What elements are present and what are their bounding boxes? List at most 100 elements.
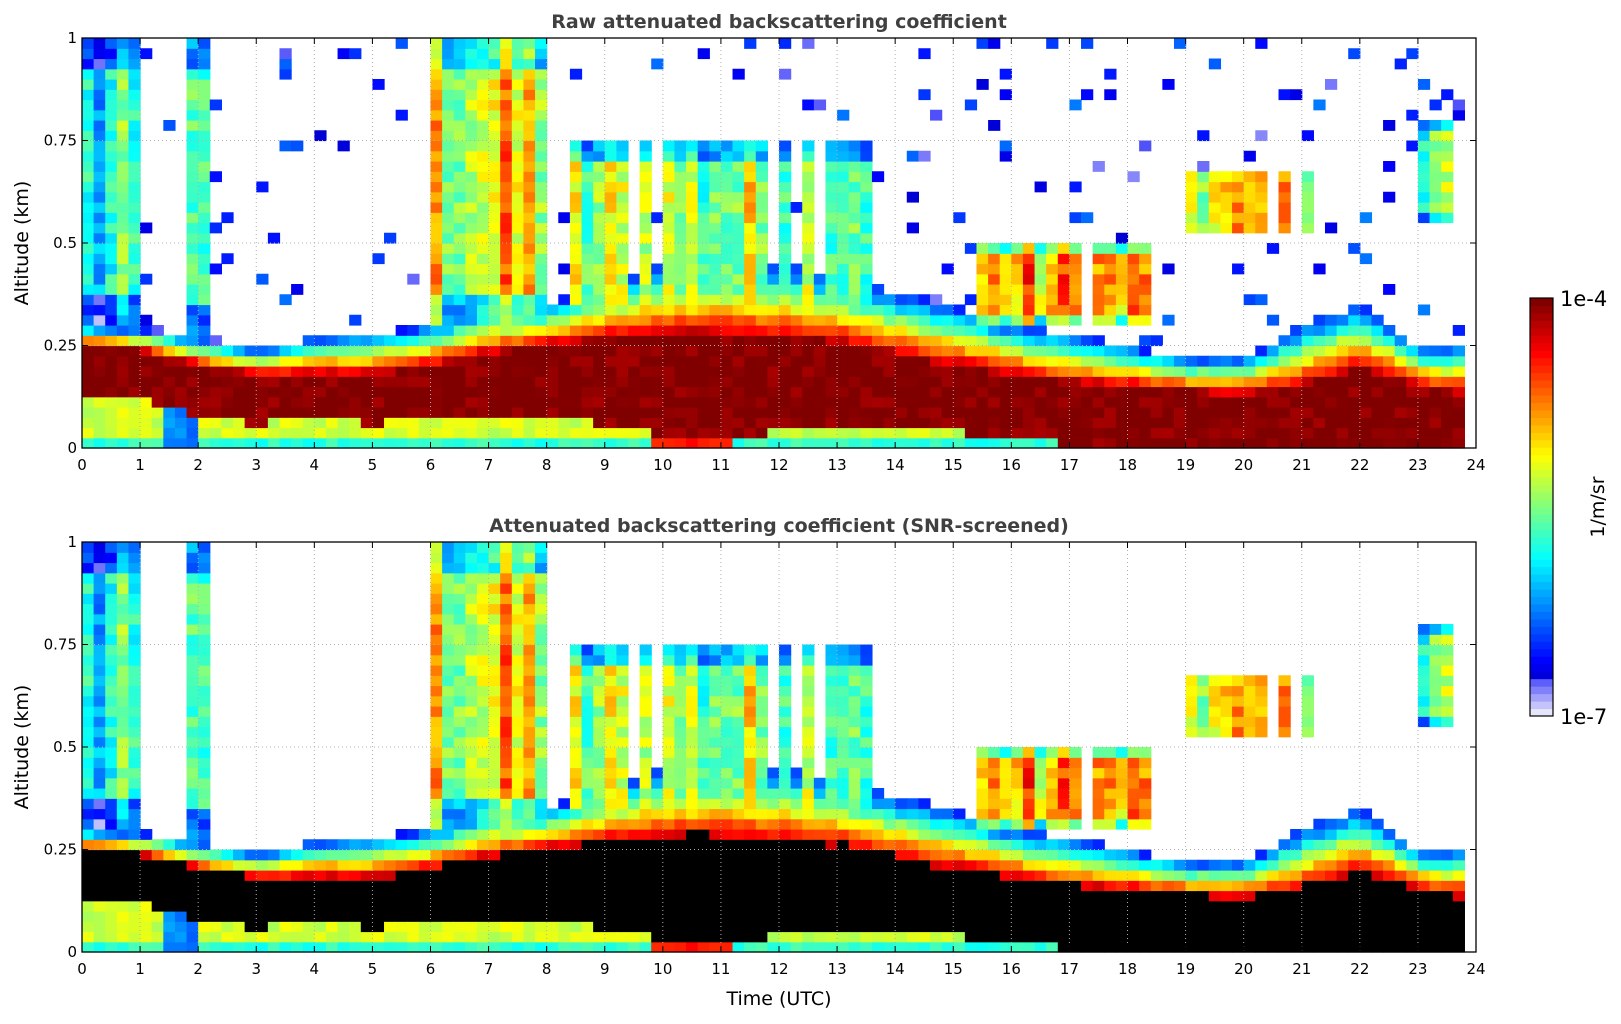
heatmap-cell [454, 253, 466, 264]
heatmap-cell [942, 346, 954, 357]
heatmap-cell [767, 438, 779, 449]
heatmap-cell [465, 778, 477, 789]
heatmap-cell [105, 686, 117, 697]
heatmap-cell [837, 274, 849, 285]
heatmap-cell [1418, 428, 1430, 439]
heatmap-cell [825, 860, 837, 871]
heatmap-cell [1023, 880, 1035, 891]
heatmap-cell [1000, 253, 1012, 264]
heatmap-cell [942, 417, 954, 428]
heatmap-cell [500, 706, 512, 717]
heatmap-cell [303, 942, 315, 953]
heatmap-cell [105, 417, 117, 428]
heatmap-cell [837, 346, 849, 357]
heatmap-cell [523, 294, 535, 305]
heatmap-cell [988, 778, 1000, 789]
heatmap-cell [733, 788, 745, 799]
heatmap-cell [1395, 387, 1407, 398]
heatmap-cell [1232, 182, 1244, 193]
heatmap-cell [82, 48, 94, 59]
heatmap-cell [756, 274, 768, 285]
heatmap-cell [570, 212, 582, 223]
heatmap-cell [1116, 356, 1128, 367]
heatmap-cell [198, 583, 210, 594]
heatmap-cell [198, 634, 210, 645]
heatmap-cell [489, 120, 501, 131]
heatmap-cell [187, 675, 199, 686]
heatmap-cell [1174, 407, 1186, 418]
heatmap-cell [94, 563, 106, 574]
heatmap-cell [663, 932, 675, 943]
heatmap-cell [1337, 346, 1349, 357]
heatmap-cell [1255, 376, 1267, 387]
heatmap-cell [338, 346, 350, 357]
heatmap-cell [1197, 932, 1209, 943]
heatmap-cell [1441, 182, 1453, 193]
heatmap-cell [825, 438, 837, 449]
heatmap-cell [1197, 438, 1209, 449]
heatmap-cell [210, 870, 222, 881]
heatmap-cell [582, 356, 594, 367]
heatmap-cell [1220, 870, 1232, 881]
heatmap-cell [640, 737, 652, 748]
heatmap-cell [221, 407, 233, 418]
heatmap-cell [837, 151, 849, 162]
heatmap-cell [953, 880, 965, 891]
heatmap-cell [709, 839, 721, 850]
heatmap-cell [465, 583, 477, 594]
heatmap-cell [1035, 880, 1047, 891]
heatmap-cell [640, 839, 652, 850]
heatmap-cell [895, 860, 907, 871]
heatmap-cell [930, 870, 942, 881]
heatmap-cell [593, 243, 605, 254]
heatmap-cell [419, 870, 431, 881]
heatmap-cell [825, 901, 837, 912]
heatmap-cell [918, 880, 930, 891]
heatmap-cell [767, 284, 779, 295]
heatmap-cell [825, 141, 837, 152]
heatmap-cell [802, 346, 814, 357]
heatmap-cell [117, 891, 129, 902]
heatmap-cell [616, 233, 628, 244]
heatmap-cell [837, 223, 849, 234]
heatmap-cell [128, 387, 140, 398]
heatmap-cell [454, 171, 466, 182]
heatmap-cell [849, 901, 861, 912]
heatmap-cell [628, 809, 640, 820]
heatmap-cell [605, 366, 617, 377]
heatmap-cell [175, 860, 187, 871]
heatmap-cell [535, 583, 547, 594]
heatmap-cell [512, 932, 524, 943]
heatmap-cell [372, 438, 384, 449]
heatmap-cell [988, 397, 1000, 408]
heatmap-cell [1383, 428, 1395, 439]
heatmap-cell [767, 387, 779, 398]
heatmap-cell [1162, 880, 1174, 891]
heatmap-cell [512, 737, 524, 748]
heatmap-cell [187, 850, 199, 861]
heatmap-cell [1081, 212, 1093, 223]
heatmap-cell [849, 264, 861, 275]
heatmap-cell [709, 376, 721, 387]
heatmap-cell [523, 563, 535, 574]
heatmap-cell [791, 305, 803, 316]
heatmap-cell [791, 819, 803, 830]
heatmap-cell [361, 417, 373, 428]
heatmap-cell [988, 346, 1000, 357]
heatmap-cell [314, 860, 326, 871]
heatmap-cell [1418, 120, 1430, 131]
heatmap-cell [744, 376, 756, 387]
heatmap-cell [105, 141, 117, 152]
heatmap-cell [709, 274, 721, 285]
heatmap-cell [210, 407, 222, 418]
heatmap-cell [1000, 819, 1012, 830]
heatmap-cell [709, 438, 721, 449]
heatmap-cell [976, 315, 988, 326]
heatmap-cell [1000, 417, 1012, 428]
heatmap-cell [82, 686, 94, 697]
heatmap-cell [976, 880, 988, 891]
heatmap-cell [721, 839, 733, 850]
heatmap-cell [512, 716, 524, 727]
heatmap-cell [1104, 819, 1116, 830]
heatmap-cell [616, 645, 628, 656]
